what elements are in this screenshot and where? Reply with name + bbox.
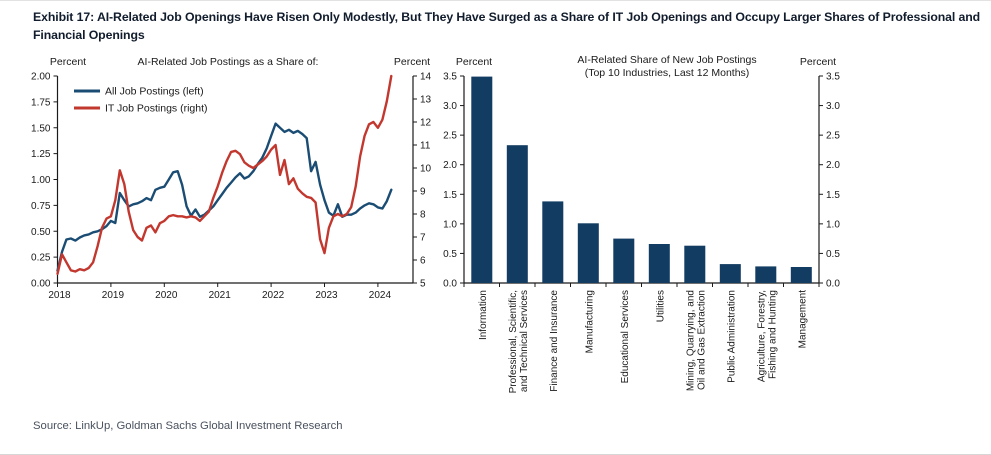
bar-label: Utilities [655,290,666,322]
left-tick-label: 0.00 [31,279,51,290]
legend-label-it-job-postings-right: IT Job Postings (right) [105,103,208,115]
bar-label: Mining, Quarrying, and [685,290,696,391]
left-tick-label: 0.0 [443,279,457,290]
source-note: Source: LinkUp, Goldman Sachs Global Inv… [33,420,343,432]
right-tick-label: 11 [420,141,431,152]
left-axis-unit: Percent [50,56,86,68]
bar-chart-subtitle: (Top 10 Industries, Last 12 Months) [585,67,750,79]
bar-utilities [648,244,670,283]
right-axis-unit: Percent [394,56,430,68]
right-tick-label: 6 [420,256,426,267]
line-chart-title: AI-Related Job Postings as a Share of: [138,56,319,68]
left-tick-label: 2.5 [443,131,457,142]
left-tick-label: 3.0 [443,101,457,112]
bar-label: Finance and Insurance [549,290,560,392]
right-tick-label: 0.0 [826,279,840,290]
bar-chart-title: AI-Related Share of New Job Postings [577,54,756,66]
right-tick-label: 14 [420,72,432,83]
bar-label: Oil and Gas Extraction [696,290,707,390]
left-tick-label: 1.00 [31,175,51,186]
right-tick-label: 10 [420,164,432,175]
bar-label: Information [478,290,489,340]
left-axis-unit: Percent [456,56,492,68]
left-tick-label: 1.50 [31,123,51,134]
left-tick-label: 0.50 [31,227,51,238]
bar-public-administration [719,264,741,283]
right-tick-label: 0.5 [826,249,840,260]
right-tick-label: 12 [420,118,432,129]
right-tick-label: 2.0 [826,160,840,171]
bar-label: Educational Services [620,290,631,383]
right-tick-label: 9 [420,187,426,198]
left-tick-label: 3.5 [443,72,457,83]
right-tick-label: 3.5 [826,72,840,83]
bar-label: and Technical Services [519,290,530,392]
x-tick-label: 2019 [102,290,125,301]
right-tick-label: 3.0 [826,101,840,112]
bar-mining-quarrying-and-oil-and-gas-extraction [684,245,706,283]
bar-educational-services [613,238,635,283]
left-tick-label: 1.5 [443,190,457,201]
bar-label: Public Administration [726,290,737,383]
left-tick-label: 1.25 [31,149,51,160]
left-tick-label: 2.00 [31,72,51,83]
x-tick-label: 2021 [209,290,232,301]
right-axis-unit: Percent [800,56,836,68]
left-tick-label: 0.25 [31,253,51,264]
series-line-all-job-postings-left [56,122,393,272]
right-tick-label: 1.5 [826,190,840,201]
bar-label: Manufacturing [584,290,595,353]
right-tick-label: 5 [420,279,426,290]
bar-chart: AI-Related Share of New Job Postings(Top… [443,54,840,393]
exhibit-title: Exhibit 17: AI-Related Job Openings Have… [33,10,981,43]
x-tick-label: 2024 [369,290,392,301]
bar-professional-scientific-and-technical-services [506,145,528,283]
left-tick-label: 2.0 [443,160,457,171]
bar-label: Agriculture, Forestry, [756,290,767,382]
bar-finance-and-insurance [542,201,564,283]
right-tick-label: 1.0 [826,219,840,230]
bar-information [471,76,493,283]
right-tick-label: 7 [420,233,426,244]
bar-label: Professional, Scientific, [508,290,519,393]
left-tick-label: 1.75 [31,97,51,108]
right-tick-label: 8 [420,210,426,221]
x-tick-label: 2022 [262,290,285,301]
right-tick-label: 13 [420,95,432,106]
legend-label-all-job-postings-left: All Job Postings (left) [105,86,204,98]
x-tick-label: 2020 [155,290,178,301]
right-tick-label: 2.5 [826,131,840,142]
left-tick-label: 0.75 [31,201,51,212]
bar-agriculture-forestry-fishing-and-hunting [755,266,777,283]
x-tick-label: 2018 [48,290,71,301]
series-line-it-job-postings-right [56,74,393,276]
left-tick-label: 1.0 [443,219,457,230]
bar-manufacturing [577,223,599,283]
x-tick-label: 2023 [315,290,338,301]
left-tick-label: 0.5 [443,249,457,260]
bar-label: Fishing and Hunting [767,290,778,379]
bar-management [790,267,812,283]
line-chart: AI-Related Job Postings as a Share of: Pe… [31,56,432,301]
bar-label: Management [797,290,808,349]
